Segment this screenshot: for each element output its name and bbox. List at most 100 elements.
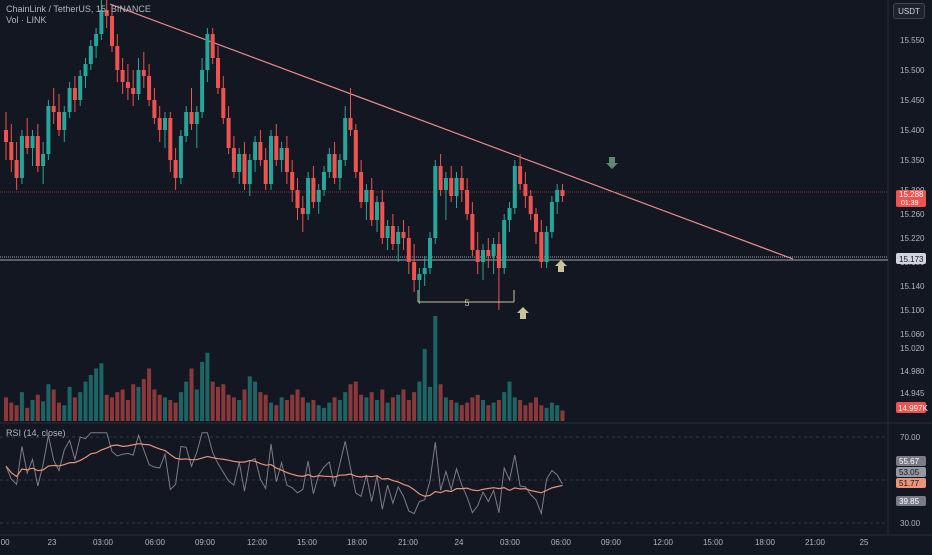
candle-body (4, 130, 8, 142)
candle-body (332, 154, 337, 178)
candle-body (528, 196, 533, 214)
candle-body (433, 166, 438, 238)
volume-bar (401, 389, 406, 421)
rsi-ma-line (5, 443, 563, 497)
candle-body (131, 88, 136, 94)
candle-body (157, 118, 162, 130)
volume-bar (491, 402, 496, 421)
volume-bar (35, 394, 40, 421)
volume-bar (290, 394, 295, 421)
volume-bar (14, 405, 19, 421)
volume-bar (163, 397, 167, 421)
volume-bar (306, 402, 311, 421)
time-tick-label: 24 (455, 538, 464, 547)
candle-body (41, 154, 46, 166)
candle-body (534, 214, 538, 232)
rsi-indicator-label: RSI (14, close) (6, 428, 66, 438)
candle-body (9, 142, 14, 160)
volume-bar (269, 402, 273, 421)
candle-body (486, 250, 491, 256)
candle-body (237, 154, 242, 172)
volume-bar (279, 397, 284, 421)
rsi-line (5, 432, 563, 516)
rsi-tick-label: 70.00 (900, 433, 921, 442)
measure-count-label: 5 (464, 298, 469, 308)
price-tick-label: 15.400 (900, 126, 925, 135)
candle-body (263, 160, 268, 184)
volume-bar (560, 410, 565, 421)
candle-body (163, 118, 167, 130)
volume-bar (57, 402, 61, 421)
volume-bar (210, 381, 215, 421)
candle-body (380, 202, 385, 238)
volume-last-label: 14.997K (898, 404, 928, 413)
candle-body (200, 70, 205, 112)
volume-bar (433, 316, 438, 421)
volume-bar (502, 392, 507, 421)
candle-body (274, 136, 279, 160)
rsi-tick-label: 30.00 (900, 519, 921, 528)
candle-body (14, 160, 19, 178)
volume-bar (481, 400, 485, 421)
candle-body (544, 232, 549, 262)
volume-bar (30, 400, 35, 421)
candle-body (125, 82, 130, 88)
candle-body (306, 178, 311, 214)
time-tick-label: 03:00 (500, 538, 521, 547)
volume-bar (41, 401, 46, 421)
candle-body (412, 262, 417, 280)
volume-bar (454, 402, 459, 421)
price-tick-label: 15.500 (900, 66, 925, 75)
volume-bar (178, 392, 183, 421)
volume-bar (295, 389, 300, 421)
currency-button[interactable]: USDT (893, 3, 925, 19)
candle-body (364, 190, 369, 202)
volume-bar (332, 397, 337, 421)
candle-body (168, 118, 173, 160)
volume-bar (549, 402, 554, 421)
volume-bar (380, 389, 385, 421)
candle-body (178, 136, 183, 178)
time-tick-label: 06:00 (145, 538, 166, 547)
time-tick-label: 15:00 (297, 538, 318, 547)
candle-body (507, 208, 512, 220)
volume-bar (131, 384, 136, 421)
time-tick-label: 03:00 (93, 538, 114, 547)
candle-body (443, 178, 448, 190)
candle-body (104, 10, 109, 16)
candle-body (481, 250, 485, 262)
price-tick-label: 15.100 (900, 306, 925, 315)
volume-bar (242, 389, 247, 421)
arrow-down-icon (606, 157, 618, 169)
candle-body (316, 190, 321, 202)
volume-bar (417, 381, 422, 421)
volume-bar (496, 400, 501, 421)
candle-body (25, 136, 30, 148)
volume-bar (274, 405, 279, 421)
volume-bar (173, 402, 178, 421)
volume-bar (51, 389, 56, 421)
time-tick-label: 09:00 (601, 538, 622, 547)
volume-badge (896, 402, 926, 413)
candle-body (337, 160, 342, 178)
rsi-value-label: 53.05 (899, 468, 920, 477)
candle-body (67, 88, 72, 112)
candle-body (216, 58, 220, 88)
candle-body (57, 112, 61, 130)
price-tick-label: 15.450 (900, 96, 925, 105)
volume-bar (316, 405, 321, 421)
volume-bar (189, 368, 194, 421)
candle-body (385, 226, 390, 238)
candle-body (231, 148, 236, 172)
candle-body (284, 148, 289, 172)
candle-body (322, 172, 326, 190)
volume-bar (46, 384, 51, 421)
candle-body (189, 112, 194, 124)
candle-body (417, 274, 422, 280)
volume-bar (284, 400, 289, 421)
candle-body (560, 190, 565, 196)
arrow-up-icon (517, 307, 529, 319)
candle-body (51, 106, 56, 112)
